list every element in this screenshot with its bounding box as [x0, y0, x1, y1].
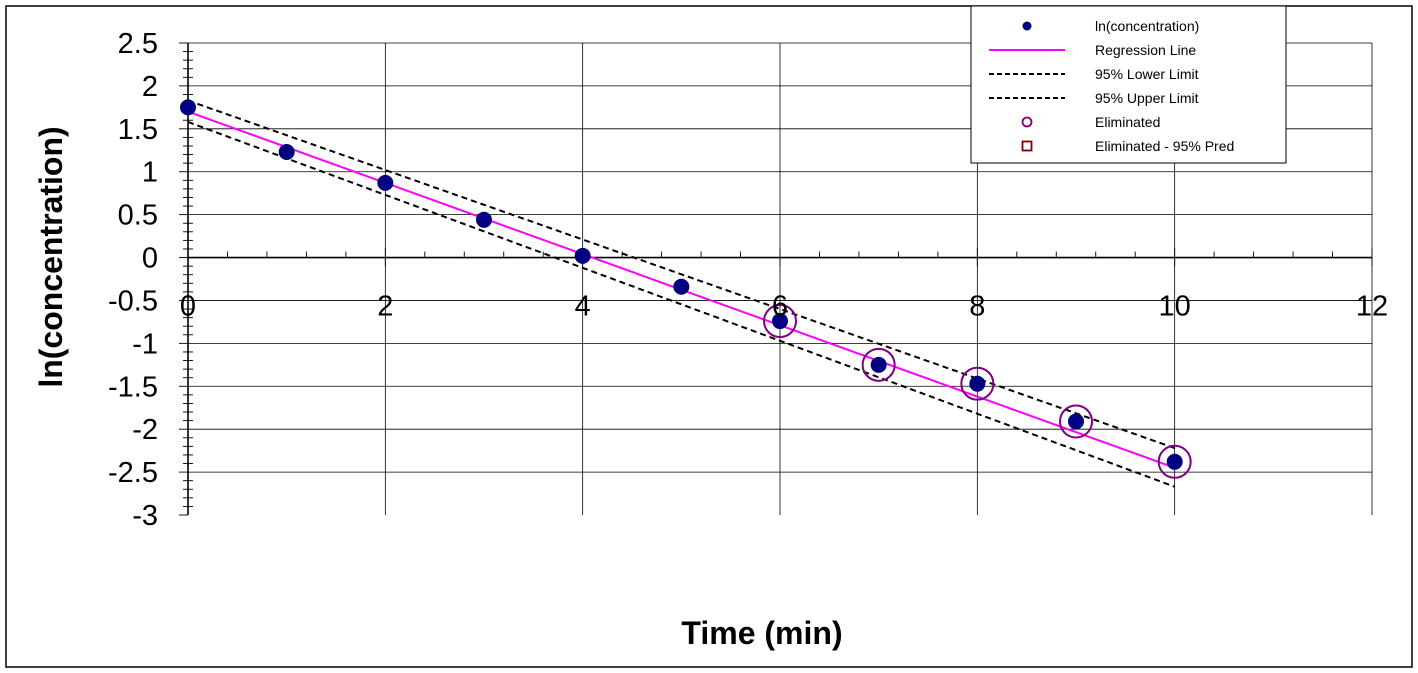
legend-label: Eliminated - 95% Pred	[1095, 138, 1234, 154]
x-tick-label: 4	[575, 291, 591, 323]
y-tick-label: -3	[132, 500, 158, 532]
legend-label: 95% Upper Limit	[1095, 90, 1199, 106]
plot-series	[180, 99, 1192, 488]
x-axis-title: Time (min)	[681, 615, 842, 651]
legend-marker-filled-circle	[1022, 21, 1032, 31]
legend-label: Regression Line	[1095, 42, 1196, 58]
data-point	[377, 174, 394, 191]
eliminated-point	[1059, 404, 1093, 439]
data-point	[673, 278, 690, 295]
legend: ln(concentration) Regression Line 95% Lowe…	[970, 5, 1287, 164]
eliminated-point	[1157, 444, 1192, 479]
data-point	[1068, 413, 1084, 430]
lower-limit-line	[187, 121, 1176, 488]
y-tick-label: 0	[142, 243, 158, 275]
legend-label: 95% Lower Limit	[1095, 66, 1199, 82]
legend-label: ln(concentration)	[1095, 18, 1199, 34]
y-tick-label: -2	[132, 414, 158, 446]
y-tick-label: 2	[142, 71, 158, 103]
y-tick-label: -1.5	[108, 371, 158, 403]
data-point	[574, 247, 591, 264]
legend-marker-open-circle	[1021, 116, 1033, 128]
x-tick-label: 0	[180, 291, 196, 323]
legend-item: 95% Upper Limit	[989, 90, 1199, 106]
upper-limit-line	[187, 99, 1175, 450]
tick-labels: 2.5 2 1.5 1 0.5 0 -0.5 -1 -1.5 -2 -2.5 -3 0 2 4 6 8 10 12	[108, 28, 1388, 532]
y-tick-label: 0.5	[118, 200, 158, 232]
x-tick-label: 8	[969, 291, 985, 323]
legend-item: Regression Line	[989, 42, 1196, 58]
eliminated-point	[861, 347, 896, 382]
legend-item: 95% Lower Limit	[989, 66, 1199, 82]
y-tick-label: 2.5	[118, 28, 158, 60]
legend-box	[970, 5, 1287, 164]
x-tick-label: 12	[1356, 291, 1388, 323]
y-tick-label: -0.5	[108, 285, 158, 317]
y-axis-title: ln(concentration)	[33, 126, 69, 387]
legend-item: ln(concentration)	[1022, 18, 1199, 34]
eliminated-point	[763, 304, 797, 339]
y-tick-label: -1	[132, 328, 158, 360]
data-point	[180, 99, 196, 116]
x-tick-label: 10	[1159, 291, 1191, 323]
legend-item: Eliminated - 95% Pred	[1021, 138, 1234, 154]
data-point	[278, 143, 295, 160]
legend-label: Eliminated	[1095, 114, 1160, 130]
y-tick-label: 1.5	[118, 114, 158, 146]
y-tick-label: -2.5	[108, 457, 158, 489]
data-point	[870, 356, 887, 373]
x-tick-label: 6	[772, 291, 788, 323]
eliminated-point	[960, 366, 995, 401]
legend-item: Eliminated	[1021, 114, 1160, 130]
data-point	[969, 375, 986, 392]
data-point	[772, 313, 788, 330]
data-point	[1166, 453, 1183, 470]
y-tick-label: 1	[142, 157, 158, 189]
legend-marker-open-square	[1021, 140, 1033, 152]
axes	[179, 42, 1373, 516]
x-tick-label: 2	[377, 291, 393, 323]
data-point	[476, 211, 492, 228]
